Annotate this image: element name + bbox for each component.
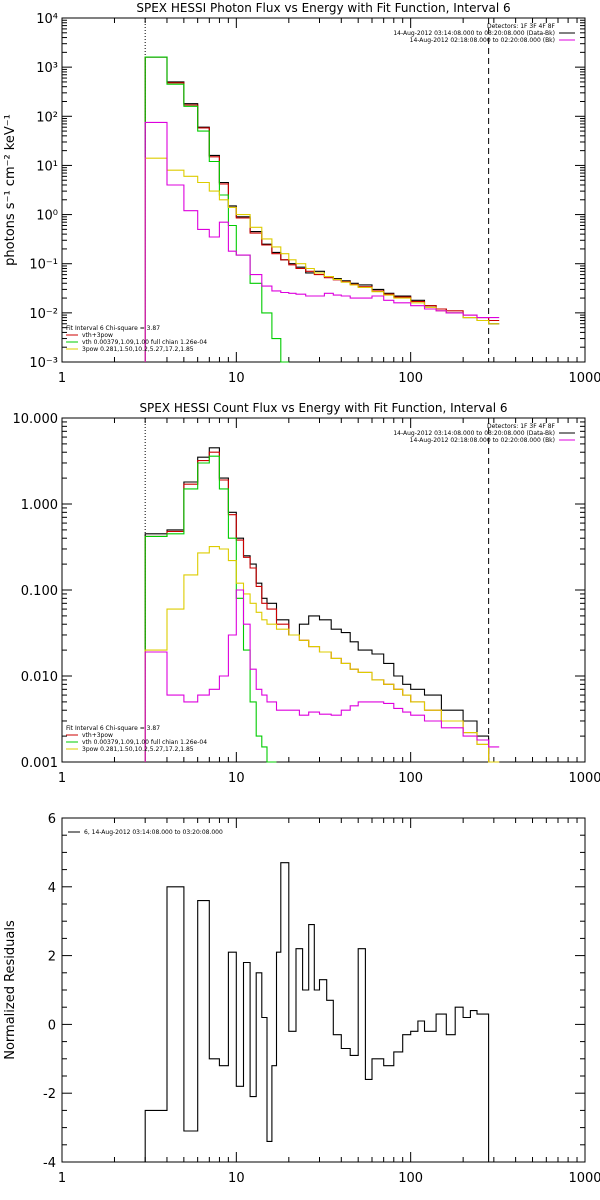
y-tick-label: 6 [48, 812, 56, 827]
x-tick-label: 100 [398, 771, 423, 786]
plot-frame [61, 417, 586, 763]
legend-bottom-left-line: 3pow 0.281,1.50,10.2,5.27,17.2,1.85 [82, 346, 194, 353]
legend-top-right-line: 14-Aug-2012 02:18:08.000 to 02:20:08.000… [410, 37, 555, 44]
x-tick-label: 10 [228, 771, 245, 786]
y-tick-label: 0.100 [21, 584, 58, 599]
series-vth [144, 56, 289, 363]
y-tick-label: 0.001 [21, 756, 58, 771]
x-tick-label: 1000 [568, 371, 600, 386]
legend-top-right-line: 14-Aug-2012 03:14:08.000 to 03:20:08.000… [393, 430, 555, 437]
series-vth [144, 455, 277, 763]
x-tick-label: 1 [58, 1171, 66, 1186]
series-vth-3pow [144, 451, 500, 763]
legend-bottom-left-line: 3pow 0.281,1.50,10.2,5.27,17.2,1.85 [82, 746, 194, 753]
y-tick-label: -2 [43, 1087, 56, 1102]
legend-top-right-line: 14-Aug-2012 02:18:08.000 to 02:20:08.000… [410, 437, 555, 444]
x-tick-label: 100 [398, 1171, 423, 1186]
y-tick-label: 2 [48, 950, 56, 965]
series-3pow [144, 157, 500, 362]
x-tick-label: 10 [228, 1171, 245, 1186]
x-tick-label: 1 [58, 371, 66, 386]
x-tick-label: 1000 [568, 771, 600, 786]
y-tick-label: 0 [48, 1018, 56, 1033]
x-tick-label: 100 [398, 371, 423, 386]
plot-frame [61, 817, 586, 1163]
legend-bottom-left-line: vth 0.00379,1.09,1.00 full chian 1.26e-0… [82, 739, 207, 746]
legend-bottom-left-line: vth+3pow [82, 332, 113, 339]
y-tick-label: 1.000 [21, 498, 58, 513]
plot-frame [61, 17, 586, 363]
y-tick-label: 0.010 [21, 670, 58, 685]
y-tick-label: 10³ [36, 61, 58, 76]
series-3pow [144, 546, 500, 763]
y-axis-label: Normalized Residuals [3, 920, 18, 1060]
chart-title: SPEX HESSI Count Flux vs Energy with Fit… [139, 401, 507, 415]
legend-top-right-line: Detectors: 1F 3F 4F 8F [487, 23, 556, 30]
legend-bottom-left-line: Fit Interval 6 Chi-square = 3.87 [66, 725, 160, 732]
series-vth-3pow [144, 56, 500, 362]
y-axis-label: photons s⁻¹ cm⁻² keV⁻¹ [3, 114, 18, 266]
y-tick-label: 10¹ [36, 159, 58, 174]
series-data [144, 447, 500, 763]
y-tick-label: 10² [36, 110, 58, 125]
series-bk [144, 121, 500, 362]
y-tick-label: 10⁴ [36, 12, 58, 27]
y-tick-label: 10⁻³ [29, 356, 58, 371]
legend-top-right-line: Detectors: 1F 3F 4F 8F [487, 423, 556, 430]
y-tick-label: 10.000 [13, 412, 59, 427]
y-tick-label: 10⁻¹ [29, 258, 58, 273]
series-data [144, 56, 500, 362]
legend-top-left-line: 6, 14-Aug-2012 03:14:08.000 to 03:20:08.… [84, 829, 223, 836]
legend-bottom-left-line: vth 0.00379,1.09,1.00 full chian 1.26e-0… [82, 339, 207, 346]
legend-bottom-left-line: vth+3pow [82, 732, 113, 739]
y-tick-label: 10⁰ [36, 209, 58, 224]
x-tick-label: 1 [58, 771, 66, 786]
y-tick-label: -4 [43, 1156, 56, 1171]
series-residuals [144, 862, 500, 1163]
legend-bottom-left-line: Fit Interval 6 Chi-square = 3.87 [66, 325, 160, 332]
legend-top-right-line: 14-Aug-2012 03:14:08.000 to 03:20:08.000… [393, 30, 555, 37]
series-bk [144, 589, 500, 762]
y-tick-label: 4 [48, 881, 56, 896]
x-tick-label: 1000 [568, 1171, 600, 1186]
x-tick-label: 10 [228, 371, 245, 386]
y-tick-label: 10⁻² [29, 307, 58, 322]
chart-title: SPEX HESSI Photon Flux vs Energy with Fi… [136, 1, 510, 15]
